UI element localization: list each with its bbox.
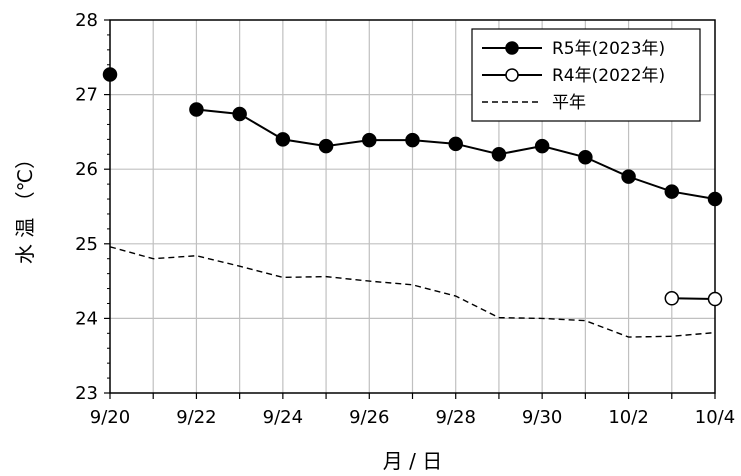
legend-marker (505, 68, 519, 82)
legend-label: R5年(2023年) (552, 39, 665, 59)
data-point (534, 138, 550, 154)
x-tick-label: 9/28 (436, 407, 476, 428)
data-point (405, 132, 420, 148)
legend-label: R4年(2022年) (552, 66, 665, 86)
data-point (707, 291, 723, 307)
x-tick-label: 9/24 (263, 407, 303, 428)
data-point (664, 184, 680, 199)
data-point (707, 191, 723, 207)
legend-marker (505, 41, 519, 55)
data-point (189, 102, 204, 117)
x-axis-ticks: 9/20 9/22 9/24 9/26 9/28 9/30 10/2 10/4 (90, 393, 735, 428)
data-point (318, 138, 334, 154)
y-tick-label: 27 (75, 85, 98, 106)
data-point (232, 106, 247, 122)
y-tick-label: 26 (75, 159, 98, 180)
y-tick-label: 24 (75, 308, 98, 329)
series-group (102, 67, 723, 338)
data-point (275, 132, 291, 147)
data-point (448, 136, 463, 152)
x-tick-label: 10/4 (695, 407, 735, 428)
x-tick-label: 9/26 (349, 407, 389, 428)
series-line (109, 246, 716, 338)
x-axis-title: 月 / 日 (383, 449, 442, 473)
y-axis-ticks: 23 24 25 26 27 28 (75, 10, 110, 404)
y-tick-label: 28 (75, 10, 98, 31)
y-tick-label: 23 (75, 383, 98, 404)
data-point (621, 169, 636, 184)
y-axis-title: 水 温 （℃） (13, 149, 37, 264)
legend: R5年(2023年) R4年(2022年) 平年 (471, 28, 701, 122)
y-tick-label: 25 (75, 234, 98, 255)
x-tick-label: 9/22 (176, 407, 216, 428)
x-tick-label: 9/30 (522, 407, 562, 428)
data-point (362, 132, 377, 148)
x-tick-label: 9/20 (90, 407, 130, 428)
data-point (102, 67, 118, 82)
data-point (664, 291, 680, 306)
data-point (578, 150, 593, 165)
legend-label: 平年 (552, 93, 586, 113)
data-point (491, 147, 507, 162)
x-tick-label: 10/2 (608, 407, 648, 428)
